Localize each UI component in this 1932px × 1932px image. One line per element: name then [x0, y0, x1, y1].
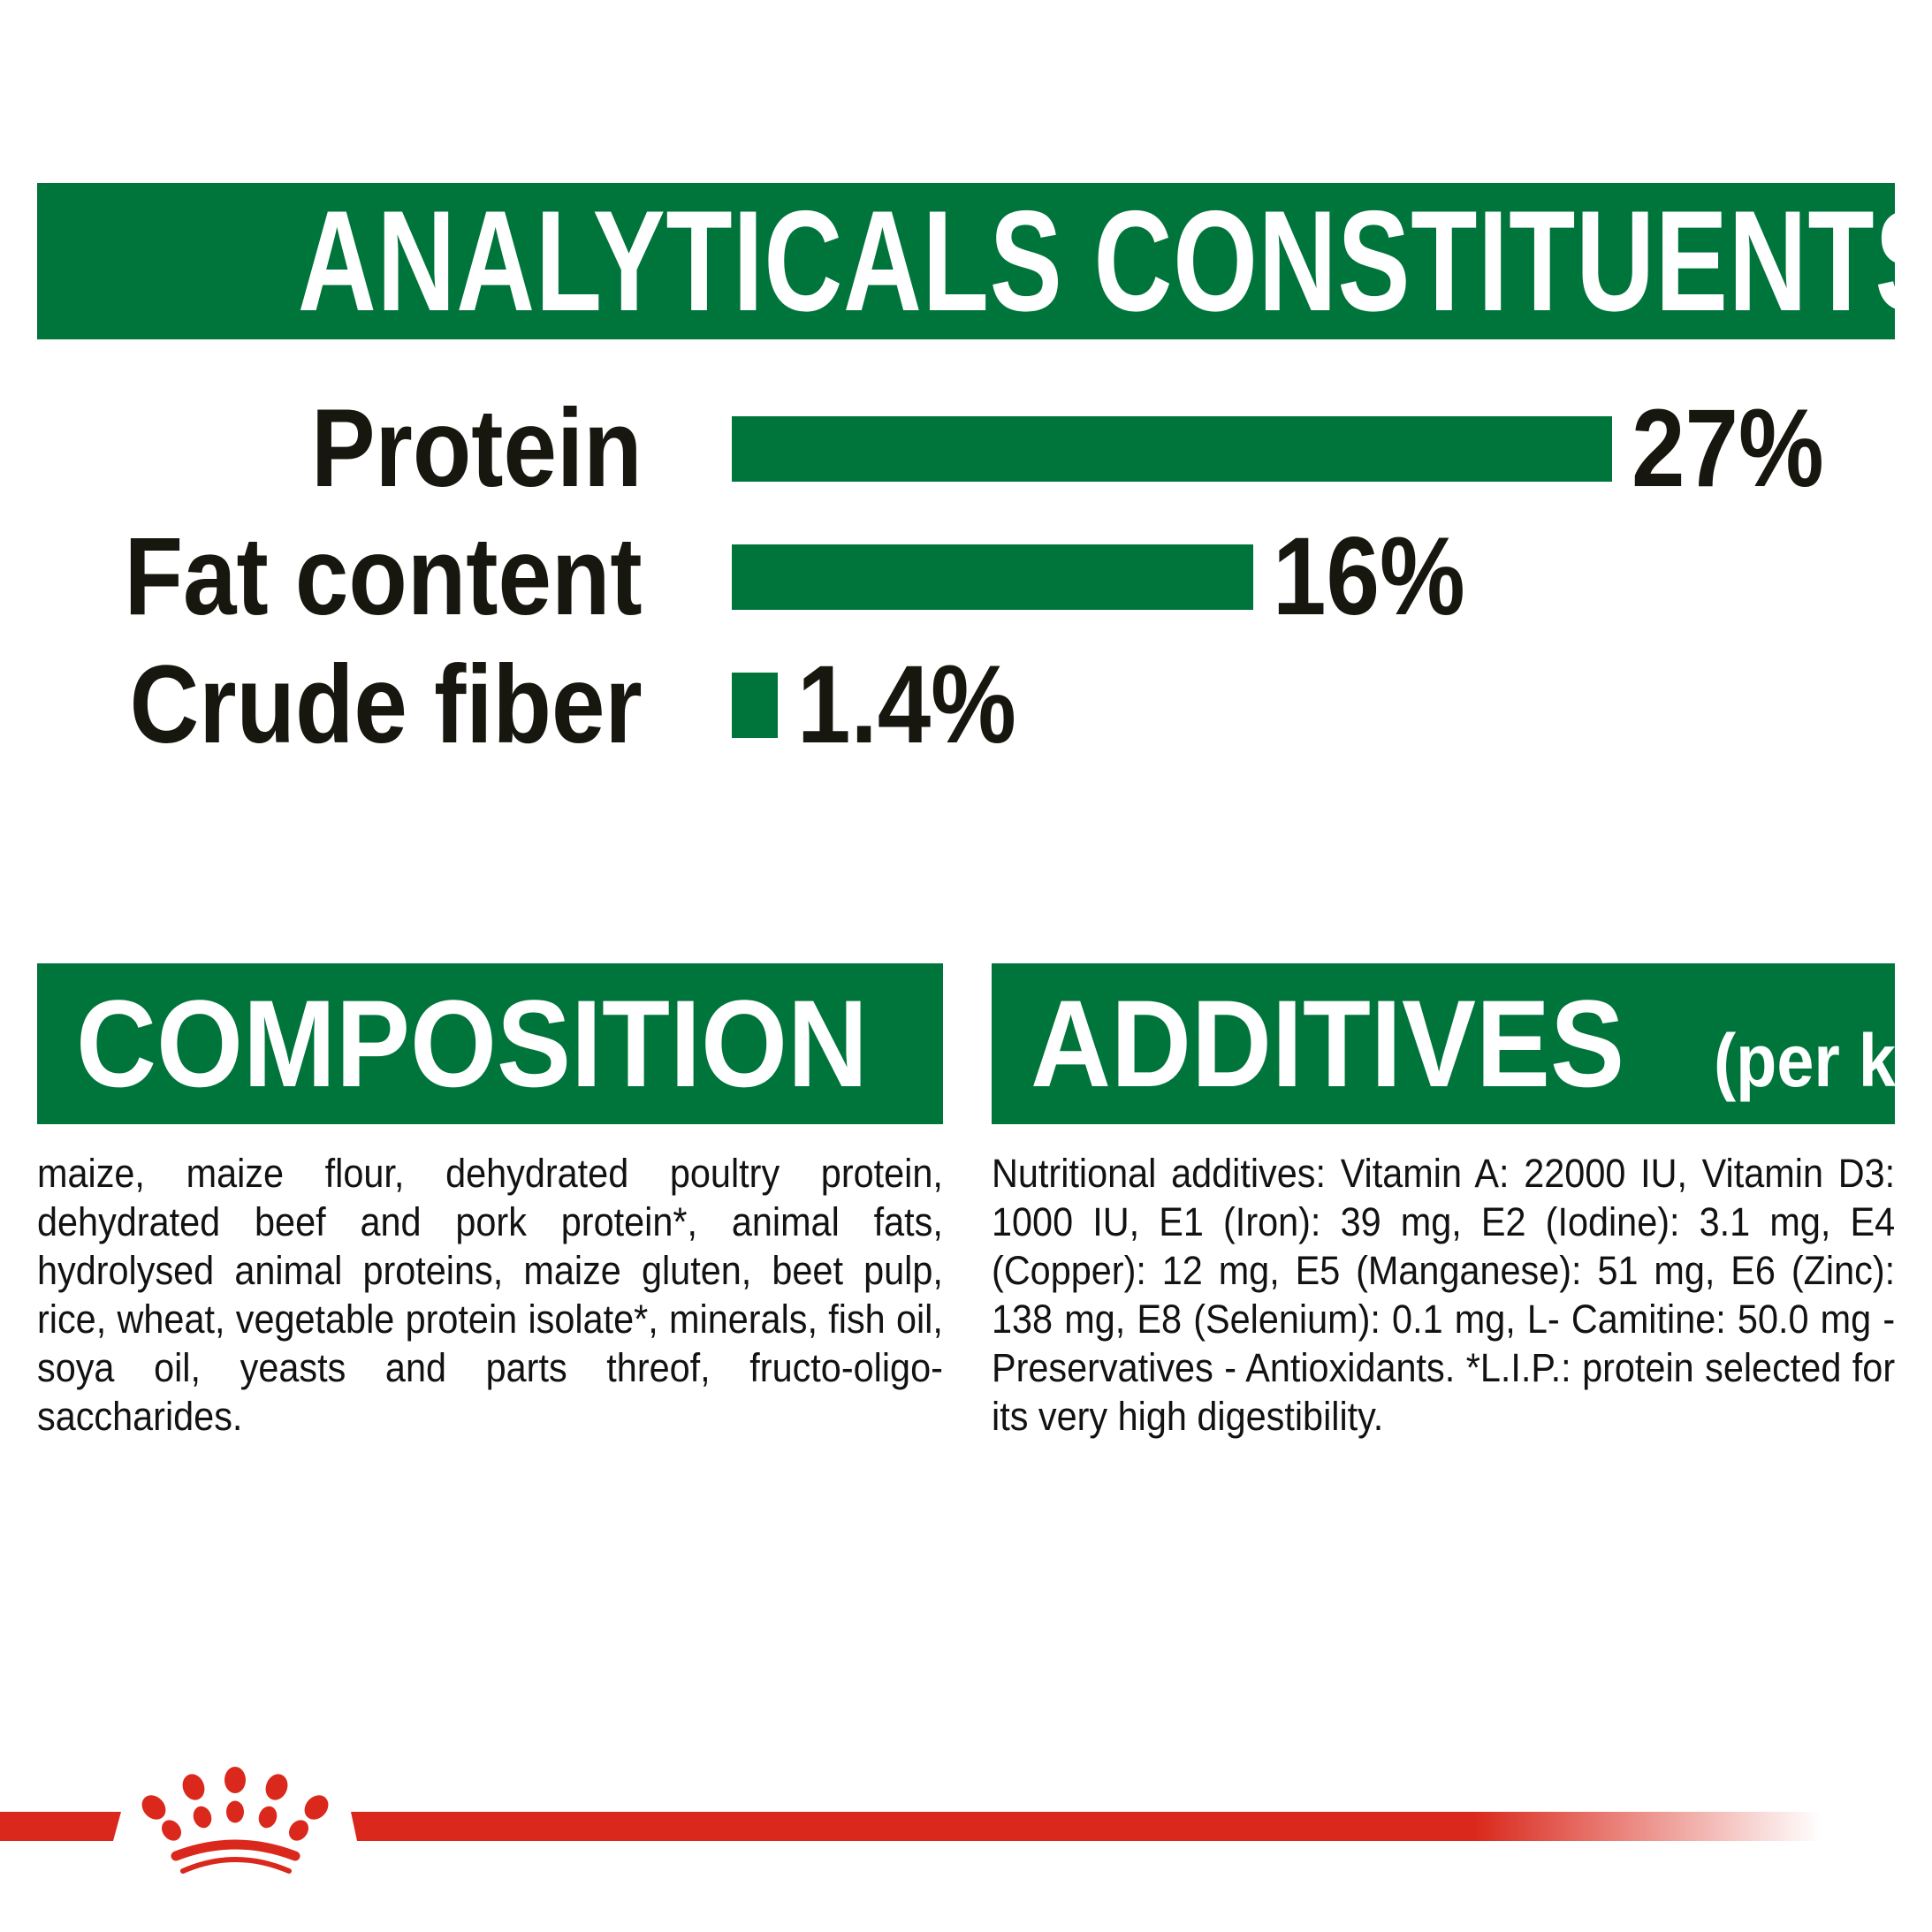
composition-title: COMPOSITION	[76, 974, 869, 1113]
brand-divider-line	[0, 1812, 1821, 1841]
chart-bar	[732, 415, 1612, 482]
additives-title: ADDITIVES	[1031, 974, 1625, 1113]
chart-category-label: Crude fiber	[129, 643, 643, 766]
additives-text: Nutritional additives: Vitamin A: 22000 …	[992, 1151, 1896, 1439]
additives-per-kg-label: (per kg)	[1713, 1019, 1932, 1102]
analyticals-banner: ANALYTICALS CONSTITUENTS	[37, 183, 1932, 339]
chart-row: Protein 27%	[37, 384, 1895, 513]
chart-row: Fat content 16%	[37, 513, 1895, 641]
chart-row: Crude fiber 1.4%	[37, 641, 1895, 769]
chart-value-label: 1.4%	[797, 643, 1016, 766]
chart-value-label: 27%	[1632, 387, 1824, 510]
brand-footer	[0, 1767, 1821, 1874]
composition-header: COMPOSITION	[37, 963, 943, 1124]
chart-bar	[732, 544, 1253, 610]
additives-header: ADDITIVES (per kg)	[992, 963, 1932, 1124]
analyticals-title: ANALYTICALS CONSTITUENTS	[297, 181, 1932, 341]
chart-category-label: Protein	[311, 387, 643, 510]
composition-text: maize, maize flour, dehydrated poultry p…	[37, 1151, 943, 1439]
analyticals-bar-chart: Protein 27% Fat content 16% Crude fiber 1.4%	[37, 384, 1895, 769]
royal-canin-crown-logo	[141, 1767, 329, 1874]
chart-bar	[732, 672, 778, 738]
chart-value-label: 16%	[1273, 515, 1465, 638]
chart-category-label: Fat content	[124, 515, 643, 638]
